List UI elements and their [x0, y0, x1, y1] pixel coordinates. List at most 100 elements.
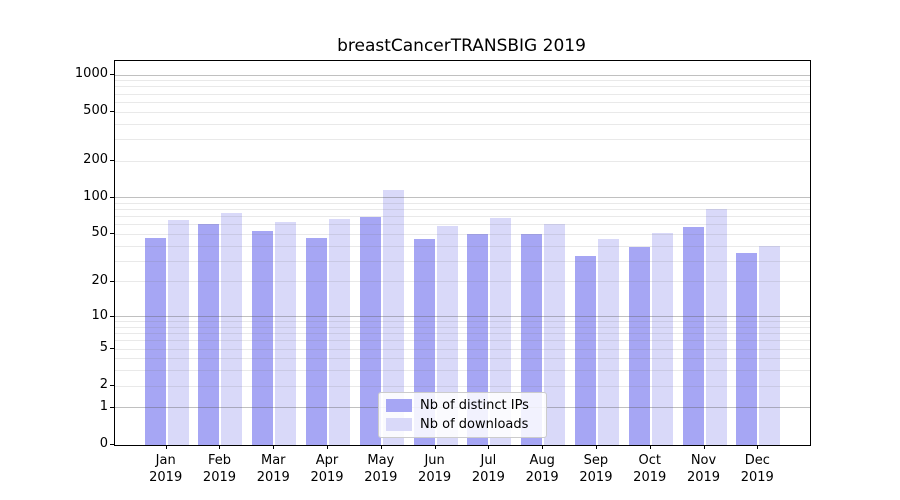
x-tick-label: Sep 2019: [579, 453, 613, 485]
x-tick-mark: [649, 445, 651, 449]
x-tick-label: Aug 2019: [525, 453, 559, 485]
gridline-minor: [115, 348, 810, 350]
gridline-major: [115, 74, 810, 76]
x-tick-mark: [595, 445, 597, 449]
bar-distinct-ips: [359, 216, 381, 445]
x-tick-mark: [488, 445, 490, 449]
y-tick-mark: [110, 196, 114, 198]
gridline-minor: [115, 245, 810, 247]
legend: Nb of distinct IPs Nb of downloads: [378, 392, 547, 438]
y-tick-mark: [110, 160, 114, 161]
bar-downloads: [759, 246, 781, 445]
y-tick-label: 50: [91, 225, 108, 241]
legend-swatch-downloads: [386, 418, 412, 431]
bar-downloads: [651, 233, 673, 445]
y-tick-label: 1: [99, 398, 108, 414]
bar-downloads: [436, 225, 458, 445]
gridline-minor: [115, 101, 810, 103]
y-tick-label: 100: [83, 188, 108, 204]
y-tick-label: 10: [91, 307, 108, 323]
y-tick-label: 200: [83, 152, 108, 167]
x-tick-mark: [219, 445, 221, 449]
x-tick-mark: [434, 445, 436, 449]
x-tick-label: Mar 2019: [256, 453, 290, 485]
gridline-minor: [115, 281, 810, 283]
legend-item-distinct-ips: Nb of distinct IPs: [386, 398, 546, 413]
gridline-minor: [115, 80, 810, 82]
bar-downloads: [221, 213, 243, 445]
gridline-minor: [115, 321, 810, 323]
bar-downloads: [490, 218, 512, 445]
bar-distinct-ips: [252, 231, 274, 445]
chart-title: breastCancerTRANSBIG 2019: [337, 36, 586, 56]
gridline-minor: [115, 385, 810, 387]
x-tick-mark: [273, 445, 275, 449]
bar-downloads: [597, 238, 619, 445]
legend-swatch-distinct-ips: [386, 399, 412, 412]
bar-distinct-ips: [628, 247, 650, 445]
gridline-minor: [115, 111, 810, 113]
gridline-minor: [115, 138, 810, 140]
y-tick-label: 1000: [74, 66, 108, 82]
legend-label-downloads: Nb of downloads: [420, 417, 529, 432]
bar-distinct-ips: [574, 256, 596, 445]
legend-item-downloads: Nb of downloads: [386, 417, 546, 432]
y-tick-mark: [110, 74, 114, 76]
y-tick-label: 20: [91, 272, 108, 288]
gridline-minor: [115, 123, 810, 125]
y-tick-label: 5: [99, 340, 108, 356]
bar-distinct-ips: [736, 253, 758, 445]
gridline-minor: [115, 233, 810, 235]
gridline-major: [115, 316, 810, 318]
bar-distinct-ips: [144, 237, 166, 445]
bar-distinct-ips: [198, 224, 220, 445]
y-tick-mark: [110, 233, 114, 235]
x-tick-label: Jun 2019: [418, 453, 452, 485]
y-tick-mark: [110, 111, 114, 113]
bar-distinct-ips: [682, 226, 704, 445]
x-tick-mark: [327, 445, 329, 449]
y-tick-mark: [110, 406, 114, 408]
bar-downloads: [275, 222, 297, 445]
gridline-minor: [115, 370, 810, 372]
gridline-minor: [115, 93, 810, 95]
bar-downloads: [544, 224, 566, 445]
x-tick-label: Apr 2019: [310, 453, 344, 485]
gridline-minor: [115, 333, 810, 335]
bar-distinct-ips: [306, 237, 328, 445]
gridline-minor: [115, 160, 810, 162]
y-tick-label: 0: [99, 436, 108, 451]
x-tick-label: Oct 2019: [633, 453, 667, 485]
y-tick-label: 500: [83, 103, 108, 119]
x-tick-mark: [380, 445, 382, 449]
y-tick-mark: [110, 315, 114, 317]
x-tick-label: Feb 2019: [202, 453, 237, 485]
gridline-minor: [115, 216, 810, 218]
x-tick-mark: [703, 445, 705, 449]
gridline-minor: [115, 358, 810, 360]
y-tick-mark: [110, 385, 114, 387]
gridline-minor: [115, 209, 810, 211]
legend-label-distinct-ips: Nb of distinct IPs: [420, 398, 529, 413]
x-tick-label: May 2019: [364, 453, 398, 485]
y-tick-label: 2: [99, 377, 108, 393]
x-tick-mark: [757, 445, 759, 449]
gridline-minor: [115, 326, 810, 328]
gridline-minor: [115, 260, 810, 262]
gridline-minor: [115, 224, 810, 226]
x-tick-label: Jul 2019: [471, 453, 505, 485]
gridline-minor: [115, 86, 810, 88]
gridline-minor: [115, 340, 810, 342]
plot-area: [114, 60, 811, 446]
bar-downloads: [705, 209, 727, 445]
bar-downloads: [382, 190, 404, 445]
x-tick-mark: [165, 445, 167, 449]
gridline-minor: [115, 202, 810, 204]
x-tick-label: Jan 2019: [149, 453, 183, 485]
bar-downloads: [167, 219, 189, 445]
bar-downloads: [329, 219, 351, 445]
x-tick-mark: [542, 445, 544, 449]
y-tick-mark: [110, 444, 114, 445]
x-tick-label: Nov 2019: [686, 453, 721, 485]
